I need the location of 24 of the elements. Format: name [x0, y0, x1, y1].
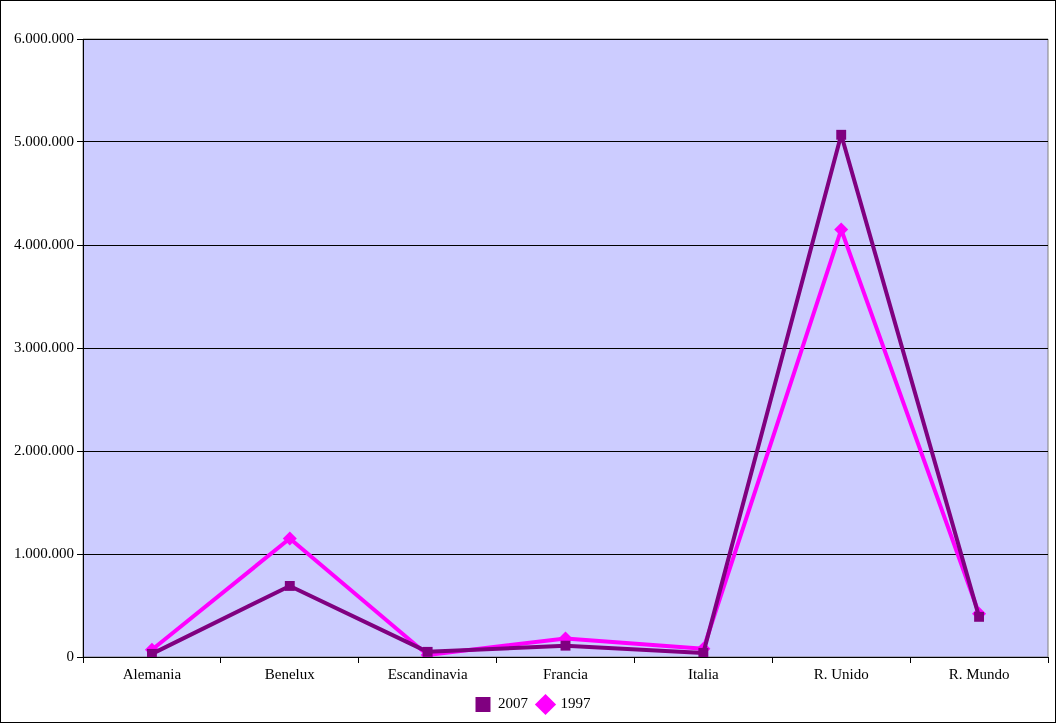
- point: [282, 531, 297, 546]
- point: [560, 640, 571, 651]
- x-tick-label: R. Unido: [813, 665, 869, 682]
- y-tick-label: 2.000.000: [14, 441, 74, 458]
- point: [834, 222, 849, 237]
- x-tick-label: R. Mundo: [948, 665, 1010, 682]
- point: [974, 611, 985, 622]
- x-tick-label: Francia: [543, 665, 589, 682]
- point: [836, 129, 847, 140]
- legend-label: 2007: [498, 695, 529, 712]
- point: [698, 647, 709, 657]
- y-tick-label: 6.000.000: [14, 29, 74, 46]
- y-tick-label: 5.000.000: [14, 132, 74, 149]
- x-tick-label: Alemania: [122, 665, 182, 682]
- x-tick-label: Escandinavia: [387, 665, 468, 682]
- y-tick-label: 3.000.000: [14, 338, 74, 355]
- point: [284, 580, 295, 591]
- legend-label: 1997: [560, 695, 591, 712]
- y-tick-label: 4.000.000: [14, 235, 74, 252]
- x-tick-label: Italia: [687, 665, 720, 682]
- point: [146, 648, 157, 657]
- y-tick-label: 1.000.000: [14, 544, 74, 561]
- y-tick-label: 0: [66, 647, 74, 664]
- x-tick-label: Benelux: [264, 665, 316, 682]
